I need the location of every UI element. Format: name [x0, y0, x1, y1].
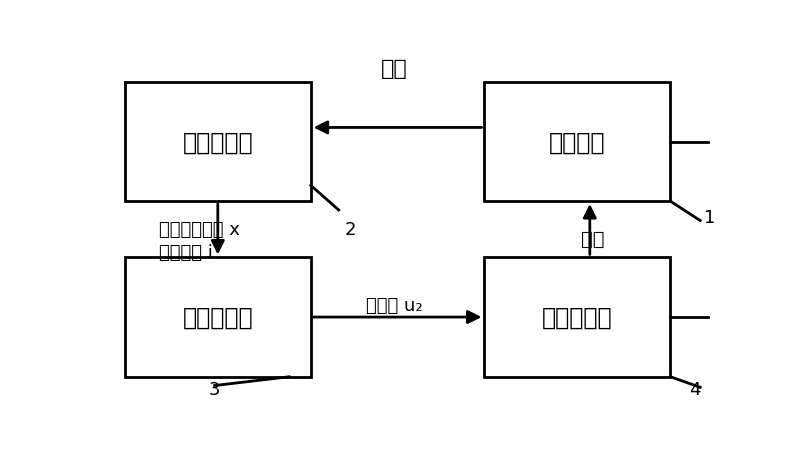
- Text: 状态: 状态: [381, 59, 408, 79]
- Bar: [125, 83, 310, 202]
- Bar: [485, 258, 670, 377]
- Text: 4: 4: [690, 380, 701, 398]
- Text: 控制量 u₂: 控制量 u₂: [366, 296, 423, 314]
- Text: 电流信号 i: 电流信号 i: [159, 243, 213, 262]
- Bar: [125, 258, 310, 377]
- Text: 悬浮间隙信号 x: 悬浮间隙信号 x: [159, 221, 240, 239]
- Text: 电流: 电流: [581, 229, 604, 248]
- Text: 2: 2: [345, 221, 357, 239]
- Text: 功率放大器: 功率放大器: [542, 305, 613, 329]
- Text: 3: 3: [209, 380, 221, 398]
- Text: 1: 1: [705, 208, 716, 227]
- Text: 悬浮磁铁: 悬浮磁铁: [549, 130, 606, 154]
- Bar: [485, 83, 670, 202]
- Text: 悬浮控制器: 悬浮控制器: [182, 305, 253, 329]
- Text: 悬浮传感器: 悬浮传感器: [182, 130, 253, 154]
